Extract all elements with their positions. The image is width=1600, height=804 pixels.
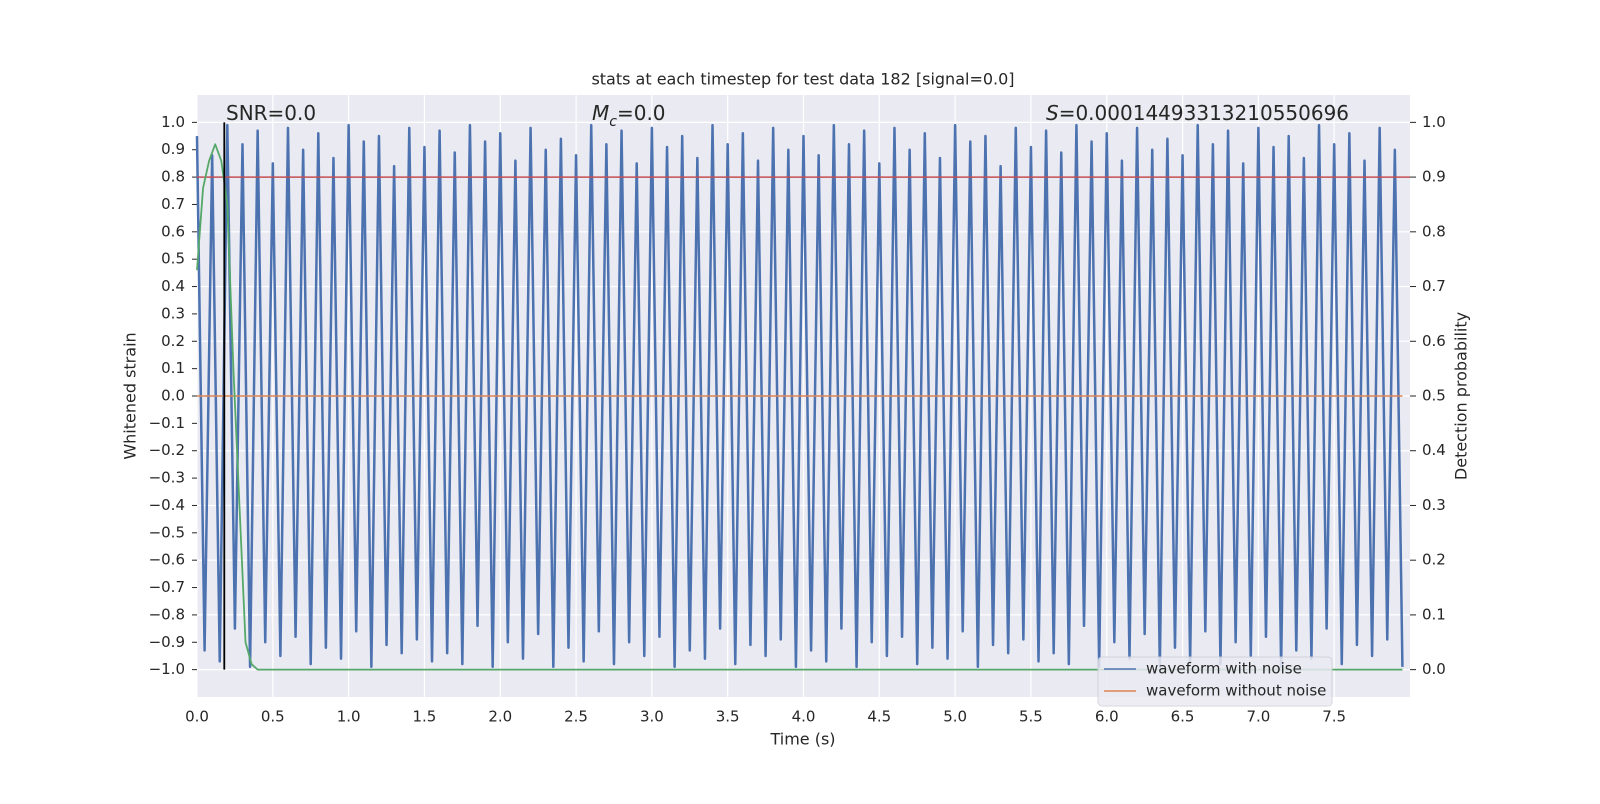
annotation: SNR=0.0 xyxy=(226,101,316,125)
y2-tick-label: 0.9 xyxy=(1422,168,1446,186)
y2-tick-label: 0.1 xyxy=(1422,605,1446,623)
x-tick-label: 1.0 xyxy=(337,708,361,726)
x-tick-label: 6.5 xyxy=(1171,708,1195,726)
x-tick-label: 3.5 xyxy=(716,708,740,726)
legend-box xyxy=(1097,656,1333,707)
y-tick-label: −0.3 xyxy=(149,469,185,487)
y2-tick-label: 0.2 xyxy=(1422,551,1446,569)
y2-tick-label: 0.8 xyxy=(1422,222,1446,240)
y-tick-label: 0.5 xyxy=(161,250,185,268)
y-tick-label: −0.5 xyxy=(149,523,185,541)
x-tick-label: 4.5 xyxy=(867,708,891,726)
y2-tick-label: 1.0 xyxy=(1422,113,1446,131)
x-axis-label: Time (s) xyxy=(769,730,835,749)
legend-label: waveform without noise xyxy=(1146,682,1326,700)
y2-tick-label: 0.5 xyxy=(1422,387,1446,405)
y-tick-label: −0.6 xyxy=(149,551,185,569)
y2-tick-label: 0.7 xyxy=(1422,277,1446,295)
y2-tick-label: 0.6 xyxy=(1422,332,1446,350)
annotation-text: SNR=0.0 xyxy=(226,101,316,125)
x-tick-label: 5.5 xyxy=(1019,708,1043,726)
x-tick-label: 6.0 xyxy=(1095,708,1119,726)
x-tick-label: 2.0 xyxy=(488,708,512,726)
y-tick-label: 0.0 xyxy=(161,387,185,405)
y-tick-label: 0.2 xyxy=(161,332,185,350)
annotation: S=0.00014493313210550696 xyxy=(1046,101,1349,125)
y2-tick-label: 0.3 xyxy=(1422,496,1446,514)
y2-tick-label: 0.4 xyxy=(1422,441,1446,459)
y-tick-label: 1.0 xyxy=(161,113,185,131)
series-line xyxy=(195,123,1404,669)
x-tick-label: 0.5 xyxy=(261,708,285,726)
annotation-symbol: M xyxy=(592,101,609,125)
y-tick-label: 0.9 xyxy=(161,140,185,158)
y-tick-label: 0.7 xyxy=(161,195,185,213)
probability-line xyxy=(196,143,1403,671)
y-tick-label: −0.4 xyxy=(149,496,185,514)
y-tick-label: 0.8 xyxy=(161,168,185,186)
y-tick-label: −0.2 xyxy=(149,441,185,459)
y-tick-label: 0.6 xyxy=(161,222,185,240)
x-tick-label: 7.0 xyxy=(1246,708,1270,726)
y-tick-label: −0.1 xyxy=(149,414,185,432)
y-tick-label: −1.0 xyxy=(149,660,185,678)
y-tick-label: 0.4 xyxy=(161,277,185,295)
y-tick-label: −0.7 xyxy=(149,578,185,596)
legend-label: waveform with noise xyxy=(1146,660,1302,678)
x-tick-label: 2.5 xyxy=(564,708,588,726)
annotation-subscript: c xyxy=(609,114,617,130)
annotation-symbol: S xyxy=(1046,101,1059,125)
annotation-text: =0.0 xyxy=(617,101,666,125)
y-axis-label: Whitened strain xyxy=(121,332,140,459)
y2-axis-label: Detection probability xyxy=(1452,312,1471,480)
annotation-text: =0.00014493313210550696 xyxy=(1059,101,1349,125)
x-tick-label: 7.5 xyxy=(1322,708,1346,726)
x-tick-label: 3.0 xyxy=(640,708,664,726)
x-tick-label: 5.0 xyxy=(943,708,967,726)
y2-tick-label: 0.0 xyxy=(1422,660,1446,678)
legend: waveform with noise waveform without nois… xyxy=(1097,656,1333,707)
x-tick-label: 0.0 xyxy=(185,708,209,726)
y-tick-label: 0.3 xyxy=(161,304,185,322)
chart-title: stats at each timestep for test data 182… xyxy=(591,70,1014,89)
y-tick-label: 0.1 xyxy=(161,359,185,377)
y-tick-label: −0.8 xyxy=(149,605,185,623)
x-tick-label: 1.5 xyxy=(413,708,437,726)
y-tick-label: −0.9 xyxy=(149,633,185,651)
annotation: Mc=0.0 xyxy=(592,101,666,131)
x-tick-label: 4.0 xyxy=(792,708,816,726)
